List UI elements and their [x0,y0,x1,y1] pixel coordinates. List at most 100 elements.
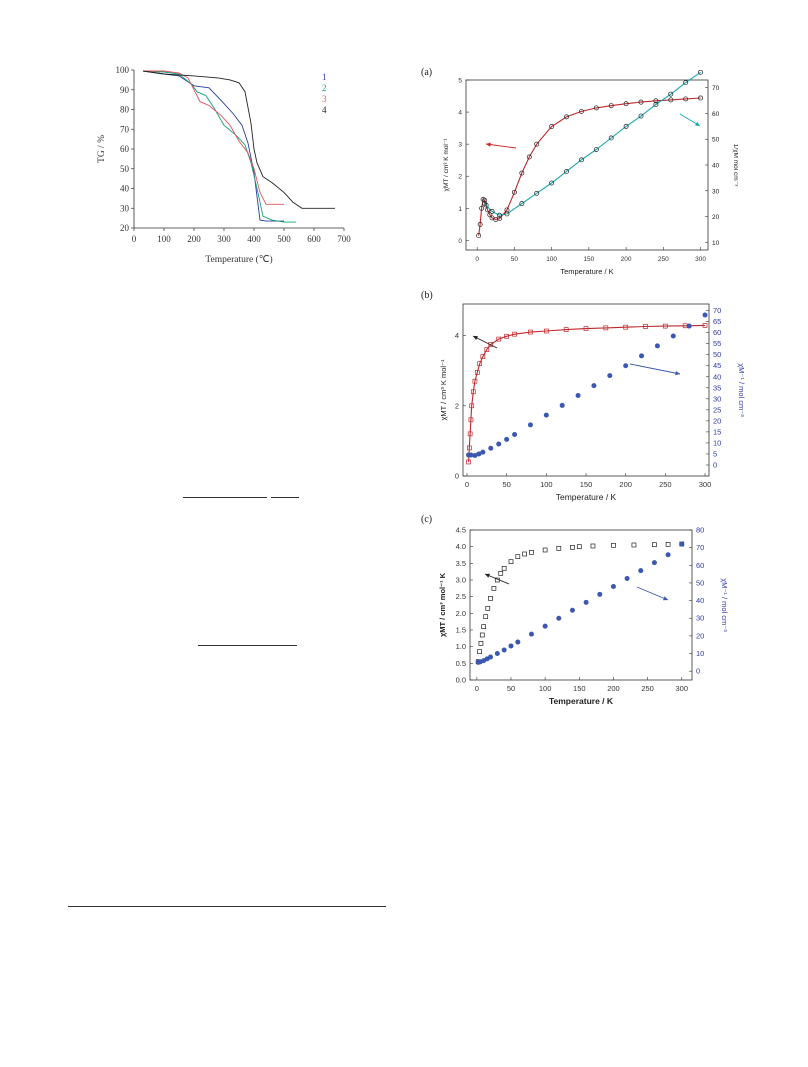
c-point [485,605,491,611]
tg-series-line [142,70,296,223]
tg-legend-label: 2 [322,83,327,93]
c-point [652,542,657,548]
c-y-tick-label: 2.0 [456,609,466,618]
b-y2-tick-label: 25 [713,405,721,414]
a-point [668,97,674,103]
panel-b-label: (b) [421,290,433,301]
a-y2-tick-label: 20 [712,214,720,221]
b-y2-tick-label: 50 [713,350,721,359]
c-point [498,570,504,576]
a-fit-line [478,97,701,236]
b-point [670,333,676,339]
b-point [488,445,494,451]
b-y2-tick-label: 0 [713,460,717,469]
c-point [576,544,582,550]
b-point [468,452,474,458]
c-y2-tick-label: 10 [696,649,704,658]
a-y2-tick-label: 10 [712,240,720,247]
a-point [623,123,629,129]
b-point [484,347,490,352]
b-point [643,324,648,329]
b-y2-tick-label: 10 [713,438,721,447]
tg-x-axis-label: Temperature (℃) [205,254,272,265]
a-arrow-head [695,121,700,126]
tg-y-tick-label: 90 [120,85,130,95]
c-y2-tick-label: 80 [696,526,704,535]
tg-y-tick-label: 100 [116,65,130,75]
b-point [469,403,475,409]
a-x-tick-label: 300 [695,256,706,263]
panel-c-label: (c) [421,514,433,525]
c-x-tick-label: 250 [641,684,654,693]
a-x-tick-label: 100 [546,256,557,263]
c-x-tick-label: 150 [573,684,586,693]
a-point [487,212,493,218]
c-x-tick-label: 300 [675,684,688,693]
c-y2-tick-label: 40 [696,596,704,605]
b-point [591,383,597,389]
a-point [698,70,704,75]
tg-chart: 0 100 200 300 400 500 600 700 20 30 40 50 60 70 80 90 10… [97,65,351,265]
b-y2-axis-label: χM⁻¹ / mol cm⁻³ [737,363,746,417]
b-y-tick-label: 0 [455,472,459,481]
c-y2-tick-label: 70 [696,543,704,552]
b-point [663,323,668,329]
b-point [504,436,510,442]
a-x-tick-label: 250 [658,256,669,263]
b-point [575,393,581,399]
a-point [578,108,584,114]
a-point [519,201,525,207]
rule-1 [183,497,267,498]
b-point [607,373,613,379]
a-point [608,135,614,141]
a-point [549,180,555,186]
b-point [496,441,502,447]
c-point [529,549,534,555]
tg-x-tick-label: 500 [277,234,291,244]
a-y-tick-label: 5 [458,78,462,85]
tg-x-tick-label: 600 [307,234,321,244]
c-x-tick-label: 50 [507,684,515,693]
a-point [564,168,569,174]
b-point [496,336,502,342]
b-y2-tick-label: 15 [713,427,721,436]
a-y-tick-label: 1 [458,206,462,213]
a-y2-tick-label: 50 [712,137,720,144]
c-point [679,541,685,547]
a-y-tick-label: 3 [458,142,462,149]
a-point [482,197,488,203]
a-point [482,201,488,207]
a-point [683,96,689,102]
c-point [570,544,575,550]
a-x-tick-label: 50 [511,256,519,263]
c-y2-tick-label: 0 [696,667,700,676]
b-y2-tick-label: 55 [713,339,721,348]
a-point [698,95,704,101]
c-y2-axis-label: χM⁻¹ / mol cm⁻³ [720,578,729,632]
b-point [468,417,474,423]
c-x-tick-label: 200 [607,684,620,693]
tg-x-tick-label: 100 [157,234,171,244]
b-point [583,326,589,331]
b-point [476,451,482,457]
a-y2-tick-label: 30 [712,188,720,195]
c-point [597,591,603,597]
a-point [593,105,599,111]
b-point [466,445,472,451]
tg-series-line [143,70,284,205]
c-point [611,542,616,548]
a-y2-axis-label: 1/χM mol cm⁻³ [732,144,738,187]
a-point [483,202,489,208]
c-point [624,576,630,582]
a-point [534,141,540,147]
b-point [527,422,533,428]
b-point [472,378,478,384]
tg-series-line [142,70,284,222]
a-point [608,103,614,109]
c-point [515,554,521,560]
a-point [489,208,495,214]
c-point [651,560,657,566]
c-point [481,624,487,630]
b-point [477,361,483,367]
b-arrow-line [629,363,681,375]
